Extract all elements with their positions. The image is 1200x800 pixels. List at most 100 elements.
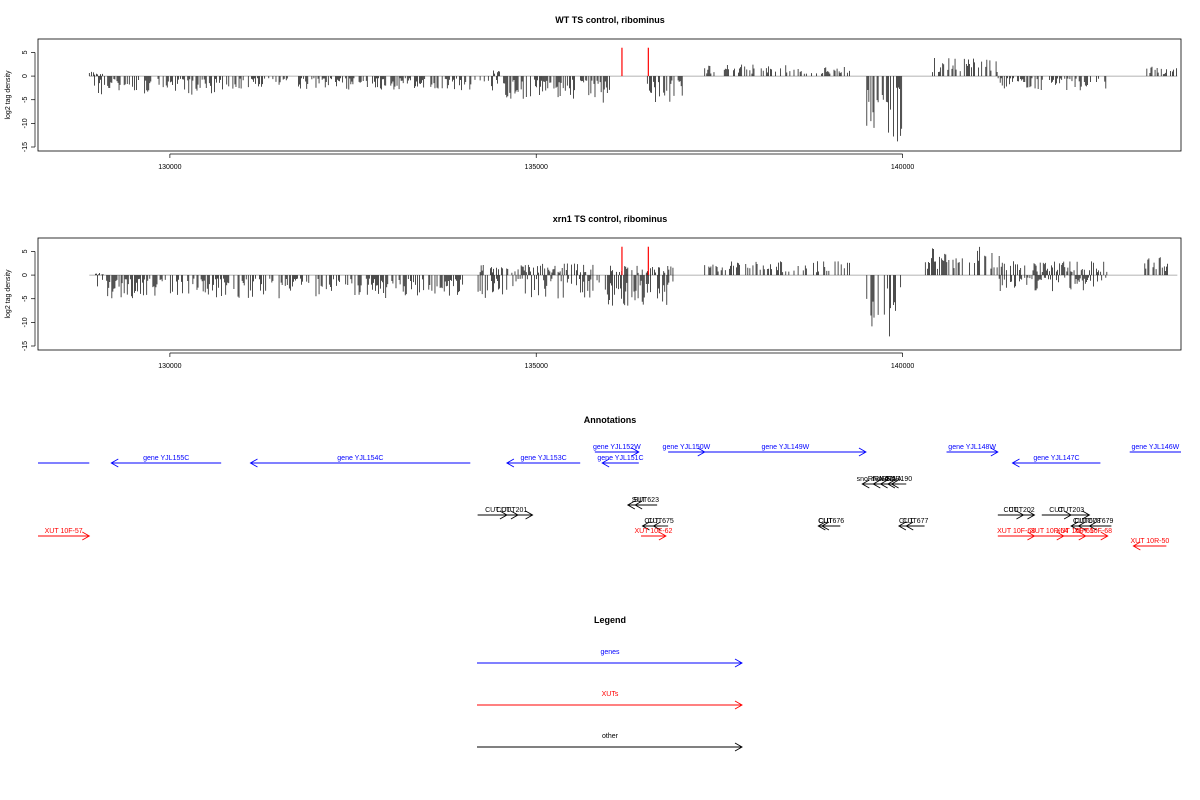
- arrow-left-icon: [887, 479, 896, 489]
- feature-label: CUT677: [902, 518, 928, 525]
- xrn1-plot-frame: [37, 237, 1182, 351]
- xrn1-x-tick-label: 130000: [158, 363, 181, 370]
- feature-gene-yjl155c-1: gene YJL155C: [110, 455, 222, 468]
- feature-cut202-28: CUT202: [1009, 507, 1036, 520]
- arrow-left-icon: [905, 521, 914, 531]
- legend-entries: genes XUTs other: [477, 649, 743, 752]
- xrn1-y-tick-label: 0: [22, 273, 29, 277]
- feature-xut-10r-50-40: XUT 10R-50: [1130, 538, 1169, 551]
- wt-red-markers: [621, 47, 649, 77]
- xrn1-y-tick-label: -15: [22, 341, 29, 351]
- feature-label: tRNA: [872, 476, 889, 483]
- wt-x-axis: 130000 135000 140000: [158, 153, 914, 171]
- xrn1-y-axis: 5 0 -5 -10 -15: [22, 249, 36, 351]
- feature-xut-10f-68-39: XUT 10F-68: [1074, 528, 1112, 541]
- arrow-right-icon: [734, 658, 743, 668]
- feature-gene-yjl153c-3: gene YJL153C: [506, 455, 581, 468]
- feature-label: CUT: [496, 507, 511, 514]
- arrow-right-icon: [734, 700, 743, 710]
- arrow-left-icon: [641, 521, 650, 531]
- feature-label: CUT676: [818, 518, 844, 525]
- feature-gene-yjl149w-7: gene YJL149W: [704, 444, 867, 457]
- arrow-left-icon: [1132, 541, 1141, 551]
- feature-gene-yjl147c-9: gene YJL147C: [1011, 455, 1101, 468]
- feature-label: CUT: [485, 507, 500, 514]
- feature-xut-10f-57-34: XUT 10F-57: [38, 528, 91, 541]
- arrow-left-icon: [506, 458, 515, 468]
- arrow-right-icon: [1027, 531, 1036, 541]
- xrn1-x-axis: 130000 135000 140000: [158, 352, 914, 370]
- feature-label: CUT: [1003, 507, 1018, 514]
- feature-snr190-15: SNR190: [886, 476, 913, 489]
- arrow-left-icon: [817, 521, 826, 531]
- feature-label: SUT: [632, 497, 647, 504]
- feature-gene-yjl150w-6: gene YJL150W: [663, 444, 711, 457]
- feature-label: CUT201: [501, 507, 527, 514]
- annotations-title: Annotations: [584, 415, 637, 425]
- xrn1-x-tick-label: 140000: [891, 363, 914, 370]
- wt-y-tick-label: 0: [22, 74, 29, 78]
- feature-label: CUT: [899, 518, 914, 525]
- wt-y-tick-label: -5: [22, 97, 29, 103]
- feature-gene-yjl151c-5: gene YJL151C: [597, 455, 644, 468]
- feature-label: gene YJL152W: [593, 444, 641, 451]
- feature-sut623-17: SUT623: [633, 497, 659, 510]
- feature-label: gene YJL146W: [1131, 444, 1179, 451]
- arrow-right-icon: [631, 447, 640, 457]
- wt-x-tick-label: 140000: [891, 164, 914, 171]
- feature-label: tRNA: [880, 476, 897, 483]
- feature-label: gene YJL150W: [663, 444, 711, 451]
- arrow-left-icon: [898, 521, 907, 531]
- arrow-right-icon: [734, 742, 743, 752]
- arrow-right-icon: [525, 510, 534, 520]
- feature-gene-yjl148w-8: gene YJL148W: [946, 444, 999, 457]
- feature-label: CUT675: [648, 518, 674, 525]
- wt-signal-ticks: [88, 57, 1177, 142]
- xrn1-signal-panel: xrn1 TS control, ribominus 5 0 -5 -10 -15 13…: [5, 214, 1182, 370]
- feature-cut679-33: CUT679: [1087, 518, 1114, 531]
- xrn1-signal-bars: [89, 246, 1178, 337]
- arrow-left-icon: [634, 500, 643, 510]
- legend-entry-xuts: XUTs: [477, 691, 743, 710]
- feature-label: tRNA: [885, 476, 902, 483]
- feature-label: XUT 10F-62: [634, 528, 672, 535]
- arrow-left-icon: [872, 479, 881, 489]
- xrn1-signal-ticks: [95, 246, 1168, 337]
- arrow-right-icon: [82, 531, 91, 541]
- legend-entry-other: other: [477, 733, 743, 752]
- feature-label: gene YJL155C: [143, 455, 189, 462]
- arrow-left-icon: [879, 479, 888, 489]
- arrow-left-icon: [626, 500, 636, 510]
- feature-xut-10f-62-35: XUT 10F-62: [634, 528, 673, 541]
- feature-label: CUT: [1049, 507, 1064, 514]
- feature-cut677-26: CUT677: [902, 518, 929, 531]
- legend-label: genes: [600, 649, 620, 656]
- arrow-left-icon: [1088, 521, 1097, 531]
- feature-label: XUT 10F-65: [1056, 528, 1094, 535]
- feature-cut203-30: CUT203: [1052, 507, 1091, 520]
- arrow-left-icon: [890, 479, 899, 489]
- legend-title: Legend: [594, 615, 626, 625]
- legend-panel: Legend genes XUTs other: [477, 615, 743, 752]
- arrow-left-icon: [1077, 521, 1086, 531]
- feature-label: CUT: [644, 518, 659, 525]
- feature-gene-yjl146w-10: gene YJL146W: [1129, 444, 1181, 453]
- feature-label: CUT678: [1075, 518, 1101, 525]
- feature-label: SNR190: [886, 476, 913, 483]
- wt-signal-bars: [88, 57, 1178, 142]
- xrn1-x-tick-label: 135000: [525, 363, 548, 370]
- arrow-right-icon: [658, 531, 667, 541]
- feature-label: XUT 10F-63: [997, 528, 1035, 535]
- feature-cut675-22: CUT675: [648, 518, 674, 531]
- legend-label: XUTs: [602, 691, 619, 698]
- arrow-left-icon: [249, 458, 258, 468]
- wt-signal-panel: WT TS control, ribominus 5 0 -5 -10 -15 1300…: [5, 15, 1182, 171]
- xrn1-panel-title: xrn1 TS control, ribominus: [553, 214, 668, 224]
- annotations-panel: Annotations gene YJL155C gene YJL154C gene…: [38, 415, 1181, 551]
- feature-label: SUT623: [633, 497, 659, 504]
- legend-label: other: [602, 733, 619, 740]
- feature-label: CUT: [818, 518, 833, 525]
- wt-x-tick-label: 130000: [158, 164, 181, 171]
- feature-label: XUT 10F-57: [45, 528, 83, 535]
- feature-label: CUT202: [1009, 507, 1035, 514]
